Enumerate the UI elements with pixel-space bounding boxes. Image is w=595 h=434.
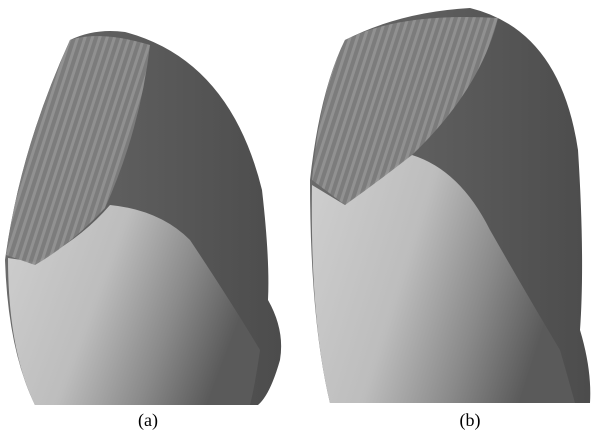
panel-label: (b)	[460, 410, 481, 431]
panel-label: (a)	[138, 410, 158, 431]
panel-a: (a)	[5, 31, 281, 431]
figure: (a) (b)	[0, 0, 595, 434]
panel-b: (b)	[310, 8, 590, 431]
